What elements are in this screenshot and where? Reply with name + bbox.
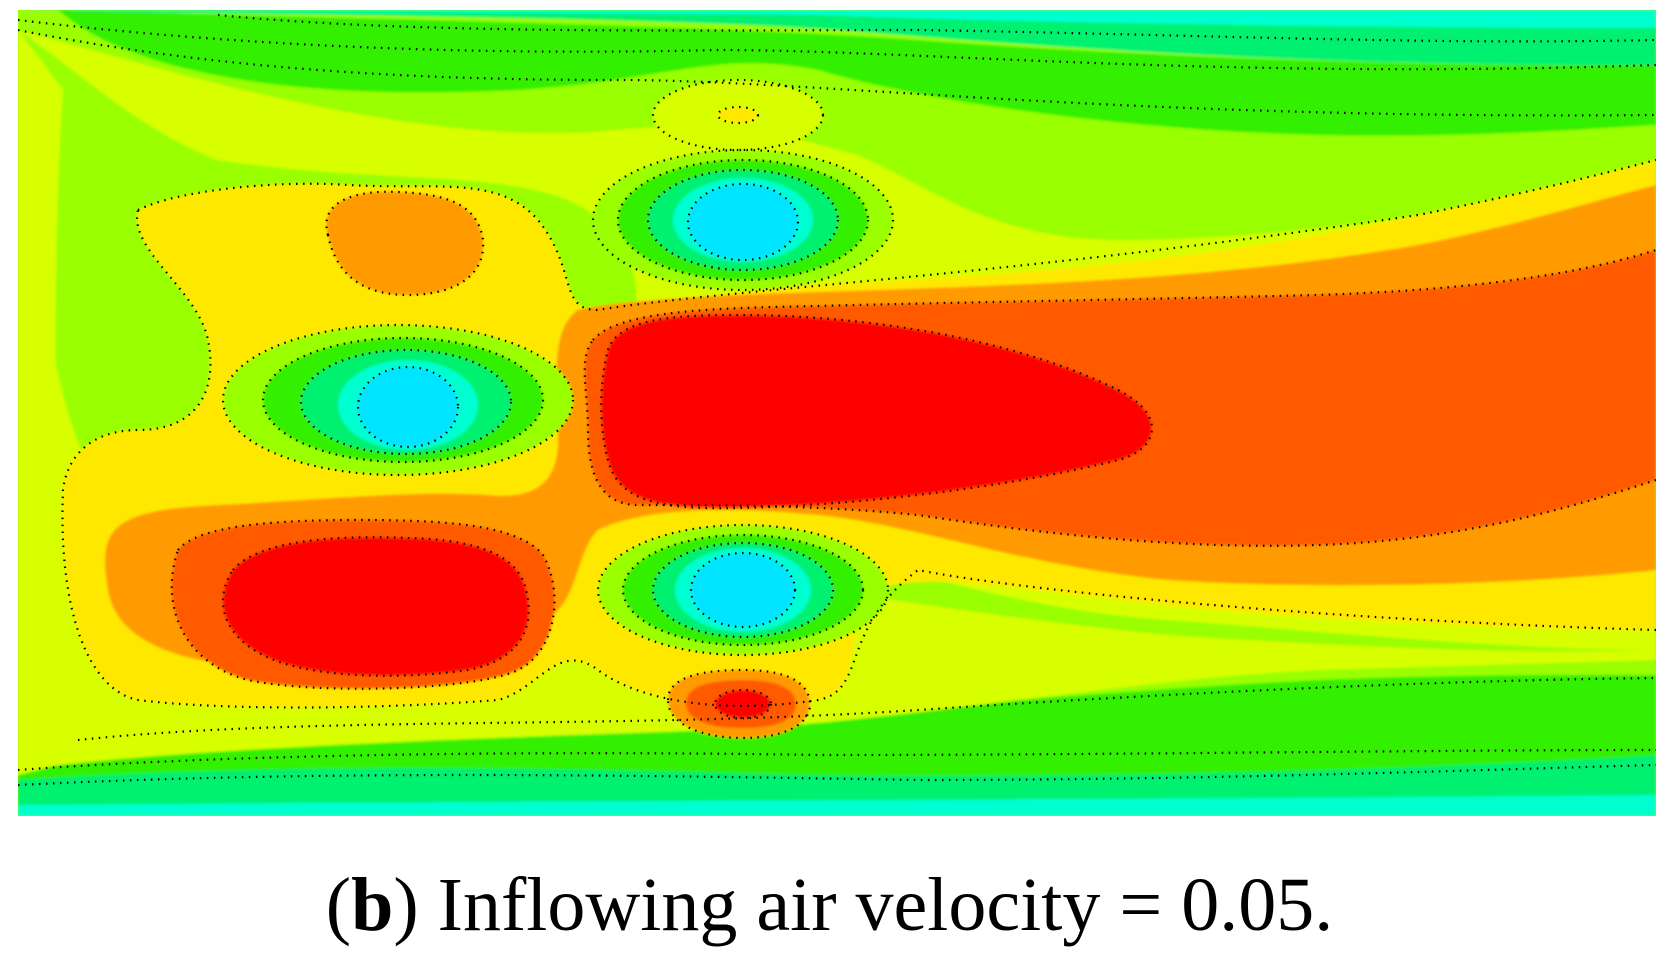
contour-lines — [18, 13, 1656, 787]
contour-line — [18, 18, 1656, 71]
contour-line — [716, 105, 760, 125]
contour-line — [356, 365, 460, 449]
contour-line — [18, 28, 1656, 117]
caption-open-paren: ( — [325, 863, 352, 947]
contour-field — [18, 10, 1656, 816]
top-small-loop-inner — [718, 107, 758, 123]
contour-line — [221, 323, 575, 477]
contour-line — [689, 551, 797, 629]
vortex-bottom-core — [691, 553, 795, 627]
red-core-center — [601, 315, 1152, 509]
caption-close-paren: ) — [393, 863, 419, 947]
red-core-bottom-small — [715, 690, 771, 718]
contour-line — [596, 523, 890, 657]
vortex-left-core — [358, 367, 458, 447]
orange-blob-upper — [326, 191, 484, 295]
caption-text: Inflowing air velocity = 0.05. — [418, 863, 1334, 947]
top-band-green — [58, 10, 1656, 136]
contour-line — [217, 13, 1656, 43]
caption-label: b — [351, 863, 394, 947]
bottom-band-aqua — [18, 795, 1656, 816]
contour-line — [592, 248, 1656, 341]
figure-caption: (b) Inflowing air velocity = 0.05. — [0, 860, 1659, 950]
contour-line — [261, 336, 545, 464]
contour-line — [299, 348, 513, 456]
red-core-left — [223, 537, 529, 676]
contour-line — [646, 168, 840, 272]
contour-line — [621, 533, 865, 647]
contour-line — [137, 158, 1656, 312]
top-band-aqua — [18, 10, 1656, 28]
vortex-bottom — [598, 525, 888, 655]
contour-line — [651, 541, 835, 639]
contour-line — [616, 158, 870, 282]
vortex-top — [593, 150, 893, 290]
vortex-left — [223, 325, 573, 475]
inlet-left-strip — [18, 30, 73, 775]
vortex-top-core — [688, 184, 798, 260]
contour-line — [686, 182, 800, 262]
contour-line — [651, 78, 825, 152]
contour-line — [713, 688, 773, 720]
contour-plot — [18, 10, 1656, 816]
contour-line — [591, 148, 895, 292]
